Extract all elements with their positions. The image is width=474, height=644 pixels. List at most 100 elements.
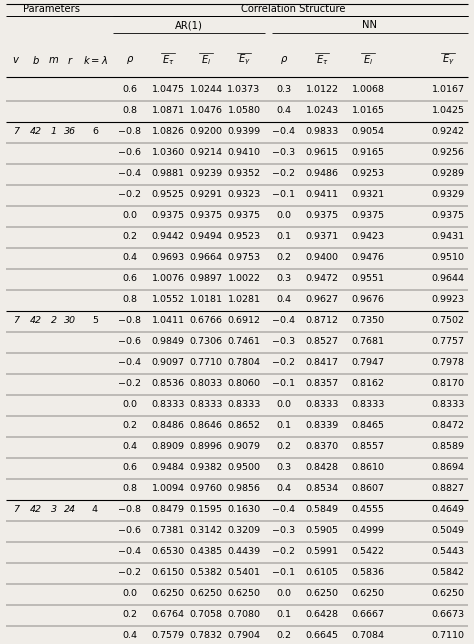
Text: −0.8: −0.8 xyxy=(118,316,142,325)
Text: 1: 1 xyxy=(51,127,57,136)
Text: 0.6250: 0.6250 xyxy=(306,589,338,598)
Text: 0.8170: 0.8170 xyxy=(431,379,465,388)
Text: 0.9375: 0.9375 xyxy=(305,211,338,220)
Text: 0.2: 0.2 xyxy=(276,442,292,451)
Text: 0.7947: 0.7947 xyxy=(352,358,384,367)
Text: 0.0: 0.0 xyxy=(122,589,137,598)
Text: 0.8479: 0.8479 xyxy=(152,505,184,514)
Text: 0.8712: 0.8712 xyxy=(306,316,338,325)
Text: −0.4: −0.4 xyxy=(273,505,295,514)
Text: 0.4: 0.4 xyxy=(276,106,292,115)
Text: 0.2: 0.2 xyxy=(122,421,137,430)
Text: 0.8333: 0.8333 xyxy=(305,400,339,409)
Text: 0.8534: 0.8534 xyxy=(305,484,338,493)
Text: $\rho$: $\rho$ xyxy=(126,54,134,66)
Text: 0.8646: 0.8646 xyxy=(190,421,222,430)
Text: 0.9411: 0.9411 xyxy=(306,190,338,199)
Text: Parameters: Parameters xyxy=(24,4,81,14)
Text: 0.6667: 0.6667 xyxy=(352,610,384,619)
Text: 0.9849: 0.9849 xyxy=(152,337,184,346)
Text: −0.6: −0.6 xyxy=(118,337,142,346)
Text: 0.5401: 0.5401 xyxy=(228,568,261,577)
Text: 0.6912: 0.6912 xyxy=(228,316,261,325)
Text: 5: 5 xyxy=(92,316,98,325)
Text: $r$: $r$ xyxy=(67,55,73,66)
Text: 0.9382: 0.9382 xyxy=(190,463,223,472)
Text: 1.0826: 1.0826 xyxy=(152,127,184,136)
Text: 0.7080: 0.7080 xyxy=(228,610,261,619)
Text: 0.8827: 0.8827 xyxy=(431,484,465,493)
Text: 0.9256: 0.9256 xyxy=(431,148,465,157)
Text: 0.9676: 0.9676 xyxy=(352,295,384,304)
Text: −0.3: −0.3 xyxy=(273,337,296,346)
Text: 0.6766: 0.6766 xyxy=(190,316,222,325)
Text: 0.9165: 0.9165 xyxy=(352,148,384,157)
Text: 0.9923: 0.9923 xyxy=(431,295,465,304)
Text: 1.0580: 1.0580 xyxy=(228,106,261,115)
Text: 0.5049: 0.5049 xyxy=(431,526,465,535)
Text: 0.7110: 0.7110 xyxy=(431,631,465,640)
Text: 0.1: 0.1 xyxy=(276,610,292,619)
Text: −0.3: −0.3 xyxy=(273,148,296,157)
Text: 0.9291: 0.9291 xyxy=(190,190,222,199)
Text: 0.6530: 0.6530 xyxy=(151,547,184,556)
Text: 0.8033: 0.8033 xyxy=(190,379,223,388)
Text: 0.9494: 0.9494 xyxy=(190,232,222,241)
Text: 0.7306: 0.7306 xyxy=(190,337,223,346)
Text: 0.8472: 0.8472 xyxy=(431,421,465,430)
Text: 0.5991: 0.5991 xyxy=(306,547,338,556)
Text: 0.3142: 0.3142 xyxy=(190,526,223,535)
Text: 0.6250: 0.6250 xyxy=(228,589,261,598)
Text: −0.1: −0.1 xyxy=(273,568,295,577)
Text: 0.5842: 0.5842 xyxy=(431,568,465,577)
Text: Correlation Structure: Correlation Structure xyxy=(241,4,345,14)
Text: 0.9423: 0.9423 xyxy=(351,232,384,241)
Text: 0.8339: 0.8339 xyxy=(305,421,338,430)
Text: 0.9375: 0.9375 xyxy=(228,211,261,220)
Text: 0.2: 0.2 xyxy=(122,232,137,241)
Text: 1.0871: 1.0871 xyxy=(152,106,184,115)
Text: $k=\lambda$: $k=\lambda$ xyxy=(82,54,108,66)
Text: 0.7084: 0.7084 xyxy=(352,631,384,640)
Text: 0.8357: 0.8357 xyxy=(305,379,338,388)
Text: 2: 2 xyxy=(51,316,57,325)
Text: 1.0425: 1.0425 xyxy=(431,106,465,115)
Text: 0.8428: 0.8428 xyxy=(306,463,338,472)
Text: NN: NN xyxy=(363,20,377,30)
Text: 0.7579: 0.7579 xyxy=(152,631,184,640)
Text: 1.0411: 1.0411 xyxy=(152,316,184,325)
Text: 0.7681: 0.7681 xyxy=(352,337,384,346)
Text: 1.0181: 1.0181 xyxy=(190,295,222,304)
Text: 0.3: 0.3 xyxy=(276,463,292,472)
Text: 0.9486: 0.9486 xyxy=(306,169,338,178)
Text: 0.8465: 0.8465 xyxy=(352,421,384,430)
Text: −0.2: −0.2 xyxy=(273,547,295,556)
Text: 7: 7 xyxy=(13,316,19,325)
Text: 0.9760: 0.9760 xyxy=(190,484,222,493)
Text: 1.0022: 1.0022 xyxy=(228,274,261,283)
Text: 0.3: 0.3 xyxy=(276,274,292,283)
Text: 1.0476: 1.0476 xyxy=(190,106,222,115)
Text: $E_l$: $E_l$ xyxy=(363,53,373,67)
Text: 0.9239: 0.9239 xyxy=(190,169,223,178)
Text: −0.8: −0.8 xyxy=(118,127,142,136)
Text: −0.8: −0.8 xyxy=(118,505,142,514)
Text: 0.6105: 0.6105 xyxy=(306,568,338,577)
Text: 0.9615: 0.9615 xyxy=(306,148,338,157)
Text: −0.1: −0.1 xyxy=(273,190,295,199)
Text: 0.9323: 0.9323 xyxy=(228,190,261,199)
Text: 0.6150: 0.6150 xyxy=(152,568,184,577)
Text: 0.9214: 0.9214 xyxy=(190,148,222,157)
Text: 42: 42 xyxy=(30,316,42,325)
Text: −0.3: −0.3 xyxy=(273,526,296,535)
Text: 0.8527: 0.8527 xyxy=(306,337,338,346)
Text: 0.1595: 0.1595 xyxy=(190,505,222,514)
Text: $E_\tau$: $E_\tau$ xyxy=(162,53,174,67)
Text: 3: 3 xyxy=(51,505,57,514)
Text: 0.8333: 0.8333 xyxy=(431,400,465,409)
Text: 0.9097: 0.9097 xyxy=(152,358,184,367)
Text: 0.8486: 0.8486 xyxy=(152,421,184,430)
Text: 0.6673: 0.6673 xyxy=(431,610,465,619)
Text: 0.7832: 0.7832 xyxy=(190,631,223,640)
Text: 1.0167: 1.0167 xyxy=(431,85,465,94)
